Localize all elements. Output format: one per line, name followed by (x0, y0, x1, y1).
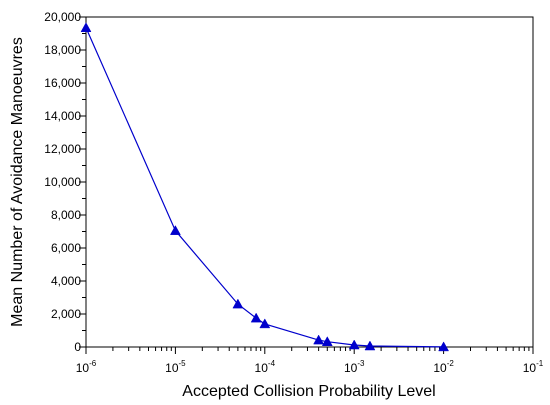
data-point-triangle (169, 225, 181, 235)
x-tick-base: 10 (255, 361, 269, 375)
data-point-triangle (438, 341, 450, 352)
y-tick-label: 8,000 (51, 208, 81, 222)
x-tick-label: 10-2 (433, 359, 454, 375)
y-tick-label: 18,000 (44, 43, 81, 57)
x-axis-title: Accepted Collision Probability Level (182, 383, 435, 400)
x-tick-exponent: -5 (179, 359, 187, 368)
x-tick-base: 10 (344, 361, 358, 375)
y-tick-label: 4,000 (51, 274, 81, 288)
x-tick-label: 10-6 (76, 359, 97, 375)
data-point-triangle (259, 318, 271, 329)
data-point-triangle (80, 22, 92, 32)
y-axis-title: Mean Number of Avoidance Manoeuvres (9, 37, 26, 327)
x-tick-label: 10-1 (523, 359, 544, 375)
x-tick-exponent: -3 (357, 359, 365, 368)
x-tick-base: 10 (165, 361, 179, 375)
y-tick-label: 16,000 (44, 76, 81, 90)
data-point-triangle (364, 340, 376, 351)
y-tick-label: 0 (74, 340, 81, 354)
y-tick-label: 10,000 (44, 175, 81, 189)
y-tick-label: 12,000 (44, 142, 81, 156)
data-point-triangle (232, 298, 244, 309)
x-tick-exponent: -6 (89, 359, 97, 368)
data-series (80, 22, 450, 352)
data-point-triangle (250, 312, 262, 323)
x-tick-exponent: -1 (536, 359, 544, 368)
plot-frame (85, 16, 534, 348)
y-tick-label: 6,000 (51, 241, 81, 255)
series-line (85, 27, 444, 348)
x-tick-label: 10-5 (165, 359, 186, 375)
x-tick-labels: 10-6 10-5 10-4 10-3 10-2 10-1 (76, 359, 544, 375)
data-point-triangle (348, 339, 360, 350)
axis-ticks (79, 16, 534, 354)
y-tick-label: 2,000 (51, 307, 81, 321)
x-tick-exponent: -4 (268, 359, 276, 368)
x-tick-base: 10 (523, 361, 537, 375)
y-tick-label: 14,000 (44, 109, 81, 123)
x-tick-label: 10-4 (255, 359, 276, 375)
y-tick-label: 20,000 (44, 10, 81, 24)
x-tick-base: 10 (76, 361, 90, 375)
x-tick-label: 10-3 (344, 359, 365, 375)
data-point-triangle (313, 334, 325, 345)
x-tick-exponent: -2 (447, 359, 455, 368)
data-point-triangle (321, 336, 333, 346)
x-tick-base: 10 (433, 361, 447, 375)
y-tick-labels: 0 2,000 4,000 6,000 8,000 10,000 12,000 14,000 1… (44, 10, 81, 354)
